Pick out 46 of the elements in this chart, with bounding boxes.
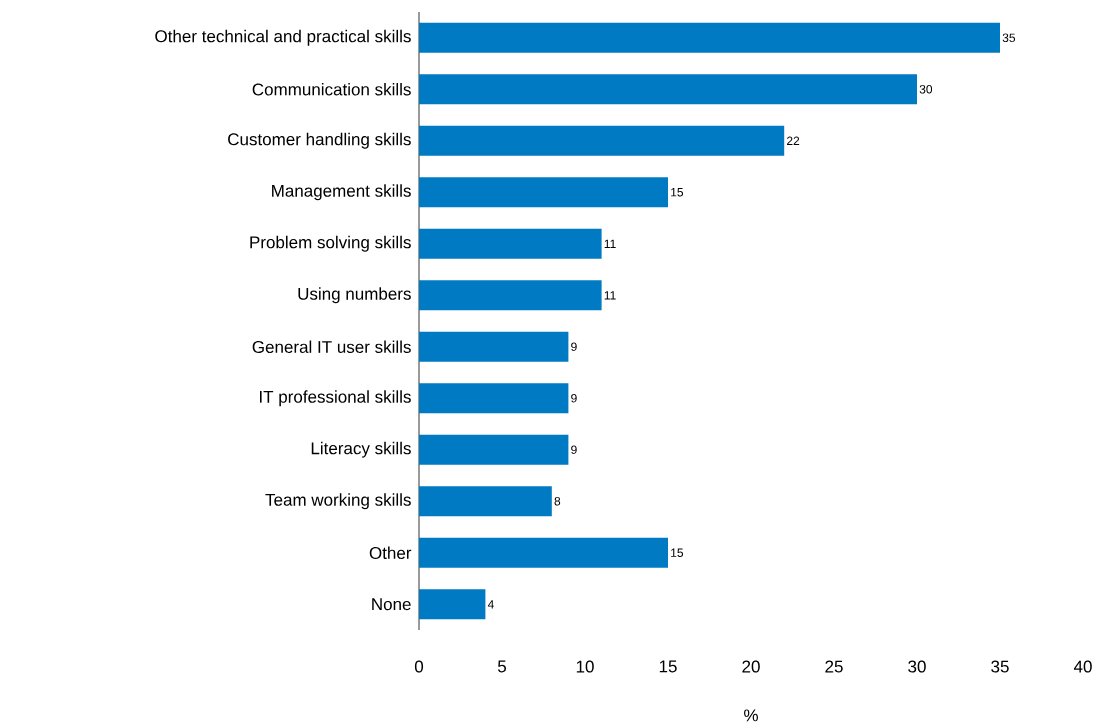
bar (419, 331, 569, 362)
x-tick-label: 0 (414, 660, 424, 673)
data-label: 9 (571, 445, 577, 455)
y-tick-label: IT professional skills (259, 390, 411, 407)
bar (419, 537, 668, 568)
data-label: 11 (604, 239, 616, 248)
bar (419, 228, 602, 259)
y-tick-label: Problem solving skills (250, 235, 411, 252)
data-label: 4 (487, 600, 494, 609)
y-tick-label: Team working skills (265, 493, 411, 510)
data-label: 15 (671, 548, 684, 557)
x-tick-label: 30 (908, 660, 926, 673)
y-tick-label: Customer handling skills (228, 132, 411, 149)
data-label: 15 (671, 188, 684, 197)
bar (419, 589, 486, 620)
x-tick-label: 10 (576, 660, 594, 673)
x-tick-label: 15 (659, 660, 677, 673)
bar (419, 22, 1000, 53)
y-tick-label: Other technical and practical skills (155, 29, 411, 46)
y-tick-label: Management skills (272, 184, 411, 201)
y-tick-label: Using numbers (298, 287, 411, 304)
x-tick-label: 5 (497, 660, 507, 673)
y-tick-label: General IT user skills (252, 340, 411, 353)
x-axis-title: % (744, 709, 758, 722)
x-tick-label: 35 (991, 660, 1009, 673)
data-label: 22 (787, 136, 800, 145)
bar (419, 74, 917, 105)
bar (419, 280, 602, 311)
x-tick-label: 25 (825, 660, 843, 673)
y-tick-label: Other (369, 546, 412, 559)
y-tick-label: Communication skills (252, 83, 411, 96)
y-tick-label: None (372, 598, 411, 611)
bar (419, 125, 785, 156)
data-label: 11 (604, 291, 616, 300)
data-label: 35 (1002, 33, 1016, 43)
bar (419, 177, 668, 208)
data-label: 9 (571, 342, 577, 352)
x-tick-label: 40 (1073, 660, 1092, 673)
data-label: 9 (571, 394, 577, 403)
data-label: 30 (919, 85, 933, 94)
bar (419, 486, 552, 517)
y-tick-label: Literacy skills (311, 441, 411, 458)
x-tick-label: 20 (742, 660, 760, 673)
bar (419, 383, 569, 414)
bar (419, 434, 569, 465)
data-label: 8 (554, 497, 561, 506)
